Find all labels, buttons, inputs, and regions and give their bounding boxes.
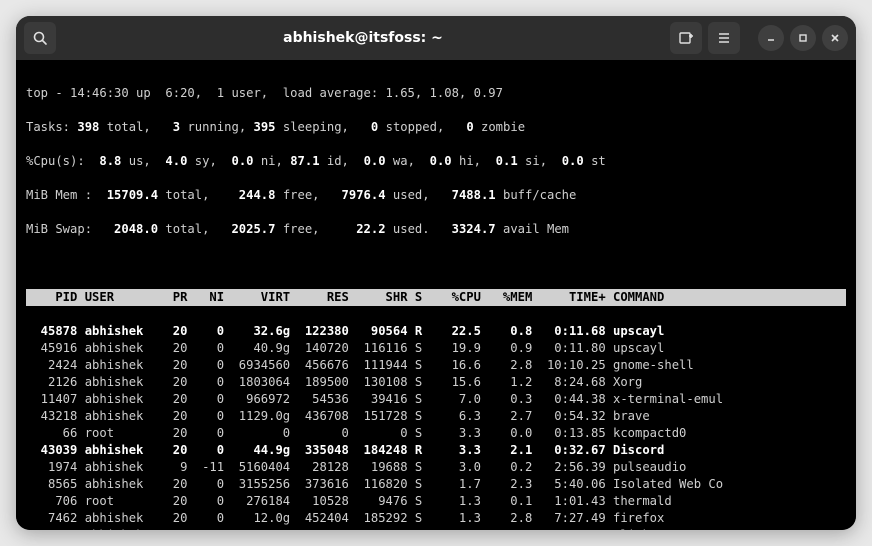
process-row: 706 root 20 0 276184 10528 9476 S 1.3 0.…: [26, 493, 846, 510]
process-row: 66 root 20 0 0 0 0 S 3.3 0.0 0:13.85 kco…: [26, 425, 846, 442]
terminal-window: abhishek@itsfoss: ~ top - 14:46:30 up 6:…: [16, 16, 856, 530]
top-mem-line: MiB Mem : 15709.4 total, 244.8 free, 797…: [26, 187, 846, 204]
process-row: 2424 abhishek 20 0 6934560 456676 111944…: [26, 357, 846, 374]
hamburger-menu-button[interactable]: [708, 22, 740, 54]
process-row: 11407 abhishek 20 0 966972 54536 39416 S…: [26, 391, 846, 408]
process-row: 7462 abhishek 20 0 12.0g 452404 185292 S…: [26, 510, 846, 527]
process-row: 9724 abhishek 20 0 48.6g 395500 120144 S…: [26, 527, 846, 530]
close-button[interactable]: [822, 25, 848, 51]
new-tab-button[interactable]: [670, 22, 702, 54]
process-row: 45878 abhishek 20 0 32.6g 122380 90564 R…: [26, 323, 846, 340]
maximize-button[interactable]: [790, 25, 816, 51]
top-cpu-line: %Cpu(s): 8.8 us, 4.0 sy, 0.0 ni, 87.1 id…: [26, 153, 846, 170]
top-swap-line: MiB Swap: 2048.0 total, 2025.7 free, 22.…: [26, 221, 846, 238]
process-row: 43218 abhishek 20 0 1129.0g 436708 15172…: [26, 408, 846, 425]
minimize-button[interactable]: [758, 25, 784, 51]
titlebar: abhishek@itsfoss: ~: [16, 16, 856, 60]
top-uptime-line: top - 14:46:30 up 6:20, 1 user, load ave…: [26, 85, 846, 102]
terminal-output[interactable]: top - 14:46:30 up 6:20, 1 user, load ave…: [16, 60, 856, 530]
process-list: 45878 abhishek 20 0 32.6g 122380 90564 R…: [26, 323, 846, 530]
process-row: 8565 abhishek 20 0 3155256 373616 116820…: [26, 476, 846, 493]
process-row: 43039 abhishek 20 0 44.9g 335048 184248 …: [26, 442, 846, 459]
process-row: 45916 abhishek 20 0 40.9g 140720 116116 …: [26, 340, 846, 357]
process-row: 2126 abhishek 20 0 1803064 189500 130108…: [26, 374, 846, 391]
process-header-row: PID USER PR NI VIRT RES SHR S %CPU %MEM …: [26, 289, 846, 306]
search-button[interactable]: [24, 22, 56, 54]
process-row: 1974 abhishek 9 -11 5160404 28128 19688 …: [26, 459, 846, 476]
blank-line: [26, 255, 846, 272]
top-tasks-line: Tasks: 398 total, 3 running, 395 sleepin…: [26, 119, 846, 136]
window-title: abhishek@itsfoss: ~: [62, 30, 664, 46]
